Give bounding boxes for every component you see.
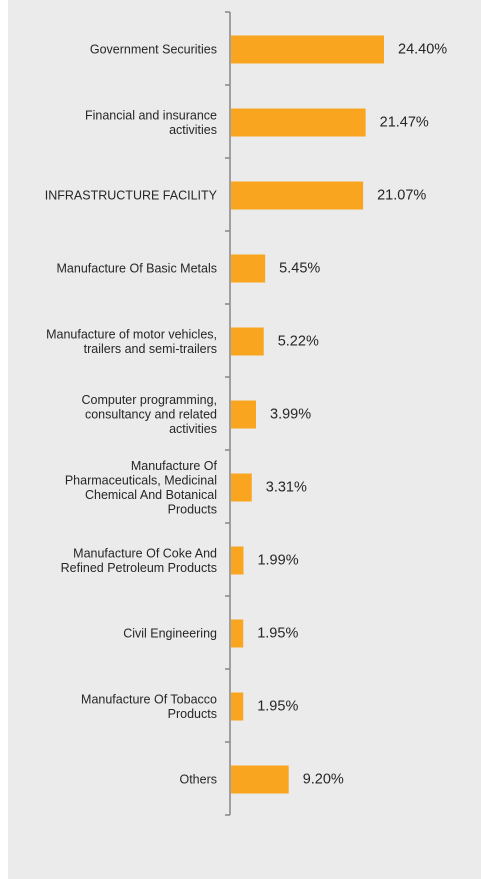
category-label-line: Financial and insurance [85, 108, 217, 122]
category-label-line: Manufacture Of Basic Metals [57, 262, 217, 276]
category-label-line: activities [169, 422, 217, 436]
value-label: 21.47% [380, 115, 429, 131]
category-label: Manufacture of motor vehicles, trailers a… [46, 327, 217, 356]
bar [231, 182, 363, 210]
bar [231, 401, 256, 429]
bar [231, 693, 243, 721]
bar [231, 620, 243, 648]
category-label-line: Manufacture Of Tobacco [81, 692, 217, 706]
category-label: Civil Engineering [123, 627, 217, 641]
category-label-line: trailers and semi-trailers [84, 342, 217, 356]
category-label-line: consultancy and related [85, 408, 217, 422]
category-label: Manufacture Of Basic Metals [57, 262, 217, 276]
category-label: Manufacture Of Coke And Refined Petroleum… [61, 546, 217, 575]
category-label: INFRASTRUCTURE FACILITY [45, 189, 218, 203]
bar [231, 547, 243, 575]
value-label: 24.40% [398, 42, 447, 58]
value-label: 9.20% [303, 772, 344, 788]
category-label-line: Manufacture of motor vehicles, [46, 327, 217, 341]
bar [231, 474, 252, 502]
category-label-line: Computer programming, [82, 393, 217, 407]
category-label-line: Pharmaceuticals, Medicinal [65, 473, 217, 487]
value-label: 5.45% [279, 261, 320, 277]
category-label-line: Refined Petroleum Products [61, 561, 217, 575]
bar [231, 328, 264, 356]
category-label-line: Manufacture Of [131, 459, 218, 473]
category-labels: Government Securities Financial and insur… [45, 43, 218, 787]
category-label-line: Civil Engineering [123, 627, 217, 641]
category-label-line: INFRASTRUCTURE FACILITY [45, 189, 218, 203]
category-label-line: Chemical And Botanical [85, 488, 217, 502]
value-label: 3.99% [270, 407, 311, 423]
category-label: Manufacture Of Pharmaceuticals, Medicinal… [65, 459, 218, 517]
value-label: 21.07% [377, 188, 426, 204]
category-label: Computer programming, consultancy and rel… [82, 393, 218, 436]
value-label: 1.99% [257, 553, 298, 569]
category-label: Manufacture Of Tobacco Products [81, 692, 217, 721]
category-label: Financial and insurance activities [85, 108, 217, 137]
category-label-line: Manufacture Of Coke And [73, 546, 217, 560]
category-label-line: Products [168, 707, 217, 721]
value-label: 5.22% [278, 334, 319, 350]
bar [231, 109, 366, 137]
category-label-line: Government Securities [90, 43, 217, 57]
category-label: Government Securities [90, 43, 217, 57]
category-label-line: Others [179, 773, 217, 787]
bar [231, 766, 289, 794]
value-label: 3.31% [266, 480, 307, 496]
bar [231, 255, 265, 283]
value-label: 1.95% [257, 699, 298, 715]
category-label-line: activities [169, 123, 217, 137]
category-label: Others [179, 773, 217, 787]
bar [231, 36, 384, 64]
value-labels: 24.40% 21.47% 21.07% 5.45% 5.22% 3.99% 3.31% 1.… [257, 42, 447, 788]
value-label: 1.95% [257, 626, 298, 642]
category-label-line: Products [168, 502, 217, 516]
y-axis [225, 12, 230, 815]
